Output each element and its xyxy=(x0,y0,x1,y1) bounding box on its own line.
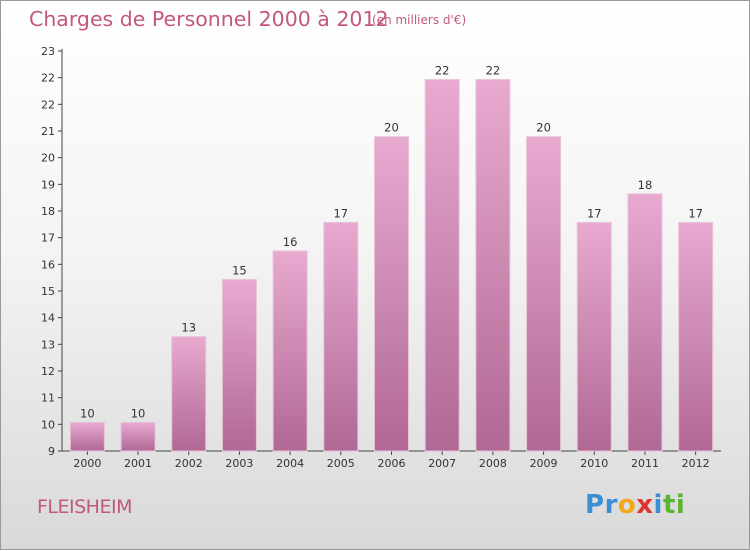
logo-letter: i xyxy=(675,490,686,520)
logo-letter: i xyxy=(653,490,663,520)
x-tick-label-2000: 2000 xyxy=(73,457,101,470)
value-label-2005: 17 xyxy=(333,206,348,220)
logo-letter: P xyxy=(585,490,605,520)
x-tick-label-2003: 2003 xyxy=(225,457,253,470)
value-label-2001: 10 xyxy=(131,406,146,420)
bar-2006 xyxy=(374,136,409,452)
bar-2012 xyxy=(678,221,714,452)
value-label-2003: 15 xyxy=(232,264,247,278)
bar-2002 xyxy=(171,336,207,452)
bar-2003 xyxy=(221,279,257,452)
value-label-2010: 17 xyxy=(587,206,602,220)
bar-2010 xyxy=(576,221,612,452)
value-label-2002: 13 xyxy=(181,321,196,335)
value-label-2008: 22 xyxy=(486,64,501,78)
x-tick-label-2008: 2008 xyxy=(479,457,507,470)
value-label-2011: 18 xyxy=(638,178,653,192)
x-tick-label-2012: 2012 xyxy=(682,457,710,470)
y-tick-label: 19 xyxy=(41,178,55,191)
bar-2009 xyxy=(526,136,562,452)
logo-letter: x xyxy=(636,490,654,520)
y-tick-label: 14 xyxy=(41,312,55,325)
y-tick-label: 22 xyxy=(41,72,55,85)
bar-2008 xyxy=(475,79,511,452)
bar-2001 xyxy=(120,421,156,452)
y-tick-label: 20 xyxy=(41,152,55,165)
x-tick-label-2011: 2011 xyxy=(631,457,659,470)
value-label-2004: 16 xyxy=(283,235,298,249)
y-tick-label: 22 xyxy=(41,98,55,111)
value-label-2012: 17 xyxy=(688,206,703,220)
bar-2000 xyxy=(69,421,105,452)
x-tick-label-2006: 2006 xyxy=(378,457,406,470)
value-label-2006: 20 xyxy=(384,121,399,135)
town-name: FLEISHEIM xyxy=(37,496,132,518)
x-tick-label-2002: 2002 xyxy=(175,457,203,470)
y-tick-label: 12 xyxy=(41,365,55,378)
x-tick-label-2007: 2007 xyxy=(428,457,456,470)
bar-2005 xyxy=(323,221,359,452)
bar-2007 xyxy=(424,79,460,452)
bar-2004 xyxy=(272,250,308,452)
y-tick-label: 18 xyxy=(41,205,55,218)
y-tick-label: 9 xyxy=(48,445,55,458)
logo-letter: o xyxy=(617,490,637,520)
value-label-2007: 22 xyxy=(435,64,450,78)
x-tick-label-2004: 2004 xyxy=(276,457,304,470)
logo-letter: t xyxy=(662,490,676,520)
logo-letter: r xyxy=(604,490,618,520)
x-tick-label-2001: 2001 xyxy=(124,457,152,470)
y-tick-label: 23 xyxy=(41,45,55,58)
chart-unit: (en milliers d'€) xyxy=(372,13,467,27)
x-tick-label-2009: 2009 xyxy=(530,457,558,470)
y-tick-label: 21 xyxy=(41,125,55,138)
x-tick-label-2005: 2005 xyxy=(327,457,355,470)
value-label-2000: 10 xyxy=(80,406,95,420)
value-label-2009: 20 xyxy=(536,121,551,135)
chart-title: Charges de Personnel 2000 à 2012 xyxy=(29,7,389,31)
proxiti-logo: Proxiti xyxy=(585,490,685,520)
bar-2011 xyxy=(627,193,663,452)
x-tick-label-2010: 2010 xyxy=(580,457,608,470)
y-tick-label: 11 xyxy=(41,392,55,405)
y-tick-label: 17 xyxy=(41,232,55,245)
y-tick-label: 16 xyxy=(41,258,55,271)
y-tick-label: 15 xyxy=(41,285,55,298)
y-tick-label: 10 xyxy=(41,418,55,431)
y-tick-label: 13 xyxy=(41,338,55,351)
